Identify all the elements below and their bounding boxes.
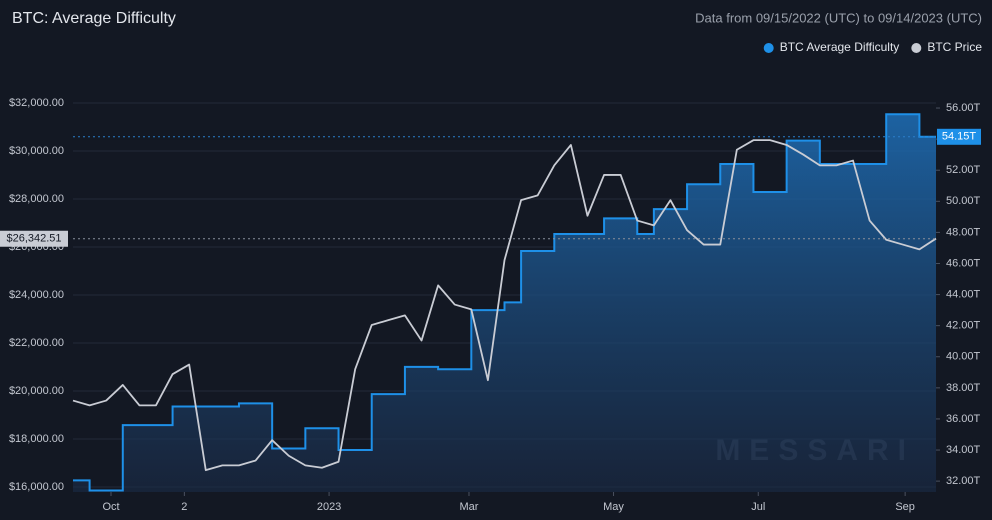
y2-tick-label: 50.00T [946,195,981,207]
legend-swatch [911,43,922,53]
y-tick-label: $18,000.00 [9,433,64,445]
y-tick-label: $32,000.00 [9,97,64,109]
x-tick-label: 2 [181,501,187,513]
x-tick-label: May [603,501,624,513]
y-tick-label: $20,000.00 [9,385,64,397]
y2-tick-label: 36.00T [946,413,981,425]
legend-label: BTC Average Difficulty [780,40,900,54]
y-tick-label: $16,000.00 [9,481,64,493]
y2-tick-label: 34.00T [946,444,981,456]
y2-tick-label: 52.00T [946,164,981,176]
legend-swatch [763,43,774,53]
price-line [72,139,937,472]
y2-tick-label: 42.00T [946,320,981,332]
y-tick-label: $22,000.00 [9,337,64,349]
last-price-box [0,230,68,247]
difficulty-line [73,113,936,492]
chart-title: BTC: Average Difficulty [12,10,176,27]
x-tick-label: 2023 [317,501,341,513]
last-price-label: $26,342.51 [6,233,61,245]
y-tick-label: $24,000.00 [9,289,64,301]
y2-tick-label: 32.00T [946,475,981,487]
x-tick-label: Mar [460,501,479,513]
y-tick-label: $30,000.00 [9,145,64,157]
last-difficulty-box [937,128,981,145]
y2-tick-label: 40.00T [946,351,981,363]
x-tick-label: Sep [895,501,915,513]
legend-label: BTC Price [927,40,982,54]
y-tick-label: $28,000.00 [9,193,64,205]
chart-subtitle: Data from 09/15/2022 (UTC) to 09/14/2023… [695,10,982,25]
y2-tick-label: 44.00T [946,288,981,300]
y2-tick-label: 38.00T [946,382,981,394]
y2-tick-label: 56.00T [946,102,981,114]
x-tick-label: Jul [751,501,765,513]
y2-tick-label: 46.00T [946,257,981,269]
last-difficulty-label: 54.15T [942,131,977,143]
y2-tick-label: 48.00T [946,226,981,238]
x-tick-label: Oct [102,501,119,513]
